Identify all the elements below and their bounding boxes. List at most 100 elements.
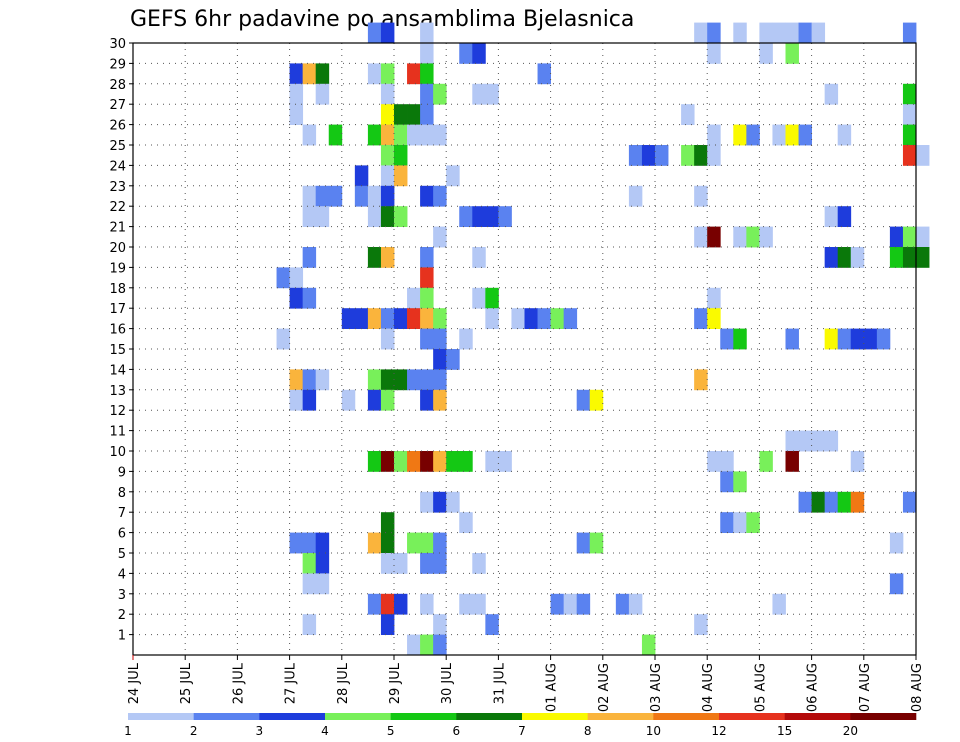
heatmap-cell [328,124,343,146]
y-tick-label: 8 [118,486,126,501]
heatmap-cell [380,145,395,166]
heatmap-cell [785,22,799,44]
y-tick-label: 21 [109,221,126,236]
x-tick-label: 31 JUL [492,662,507,704]
heatmap-cell [720,512,734,533]
heatmap-cell [563,308,578,329]
heatmap-cell [380,614,395,635]
heatmap-cell [916,247,930,268]
x-tick-label: 04 AUG [701,663,716,712]
y-tick-label: 12 [109,404,126,419]
heatmap-cell [289,104,304,125]
heatmap-cell [798,430,812,452]
heatmap-cell [420,247,434,268]
heatmap-cell [433,349,447,370]
heatmap-cell [550,593,565,615]
colorbar-label: 12 [711,724,726,738]
heatmap-cell [433,389,447,411]
heatmap-cell [576,532,591,554]
y-tick-label: 19 [109,261,126,276]
heatmap-cell [446,451,460,472]
heatmap-cell [824,206,839,227]
heatmap-cell [315,206,330,227]
x-tick-label: 07 AUG [858,663,873,712]
colorbar-label: 7 [518,724,526,738]
heatmap-cell [902,145,917,166]
y-tick-label: 3 [118,588,126,603]
heatmap-cell [289,287,304,309]
heatmap-cell [902,104,917,125]
y-tick-label: 15 [109,343,126,358]
heatmap-cell [367,247,382,268]
y-tick-label: 17 [109,302,126,317]
heatmap-cell [380,124,395,146]
heatmap-cell [824,328,839,350]
heatmap-cell [394,165,408,187]
heatmap-cell [380,532,395,554]
x-tick-label: 28 JUL [336,662,351,704]
heatmap-cell [367,532,382,554]
heatmap-cell [380,83,395,105]
colorbar-segment [653,713,720,720]
heatmap-cell [315,185,330,207]
heatmap-cell [394,124,408,146]
axis-layer: 1234567891011121314151617181920212223242… [109,37,925,712]
heatmap-cell [315,83,330,105]
heatmap-cell [394,145,408,166]
colorbar-segment [325,713,391,720]
heatmap-cell [367,369,382,391]
heatmap-cell [772,22,786,44]
heatmap-cell [380,22,395,44]
heatmap-cell [394,369,408,391]
heatmap-cell [420,451,434,472]
colorbar-label: 15 [777,724,792,738]
x-tick-label: 08 AUG [910,663,925,712]
heatmap-cell [589,532,604,554]
heatmap-cell [811,491,826,513]
heatmap-cell [420,22,434,44]
colorbar-label: 3 [256,724,264,738]
heatmap-cell [459,43,473,64]
heatmap-cell [354,185,369,207]
y-tick-label: 30 [109,37,126,52]
colorbar-label: 5 [387,724,395,738]
heatmap-cell [407,451,421,472]
x-tick-label: 24 JUL [127,662,142,704]
heatmap-cell [407,287,421,309]
y-tick-label: 4 [118,567,126,582]
heatmap-cell [902,124,917,146]
heatmap-cell [420,124,434,146]
heatmap-cell [472,553,486,574]
heatmap-cell [420,491,434,513]
heatmap-cell [472,43,486,64]
heatmap-cell [759,226,773,248]
y-tick-label: 25 [109,139,126,154]
heatmap-cell [733,328,747,350]
heatmap-cell [380,451,395,472]
heatmap-cell [433,308,447,329]
heatmap-cell [889,532,904,554]
heatmap-cell [798,124,812,146]
heatmap-cell [707,22,721,44]
heatmap-cell [433,491,447,513]
heatmap-cell [902,22,917,44]
heatmap-cell [446,349,460,370]
heatmap-cell [485,83,499,105]
heatmap-cell [302,573,317,595]
heatmap-cell [302,185,317,207]
heatmap-cell [707,308,721,329]
y-tick-label: 9 [118,465,126,480]
heatmap-cell [289,267,304,289]
heatmap-cell [380,369,395,391]
heatmap-cell [902,491,917,513]
heatmap-cell [302,614,317,635]
colorbar-segment [390,713,457,720]
heatmap-cell [407,308,421,329]
heatmap-cell [446,165,460,187]
heatmap-cell [707,124,721,146]
x-tick-label: 27 JUL [284,662,299,704]
heatmap-cell [837,328,852,350]
heatmap-cell [302,124,317,146]
heatmap-cell [485,308,499,329]
